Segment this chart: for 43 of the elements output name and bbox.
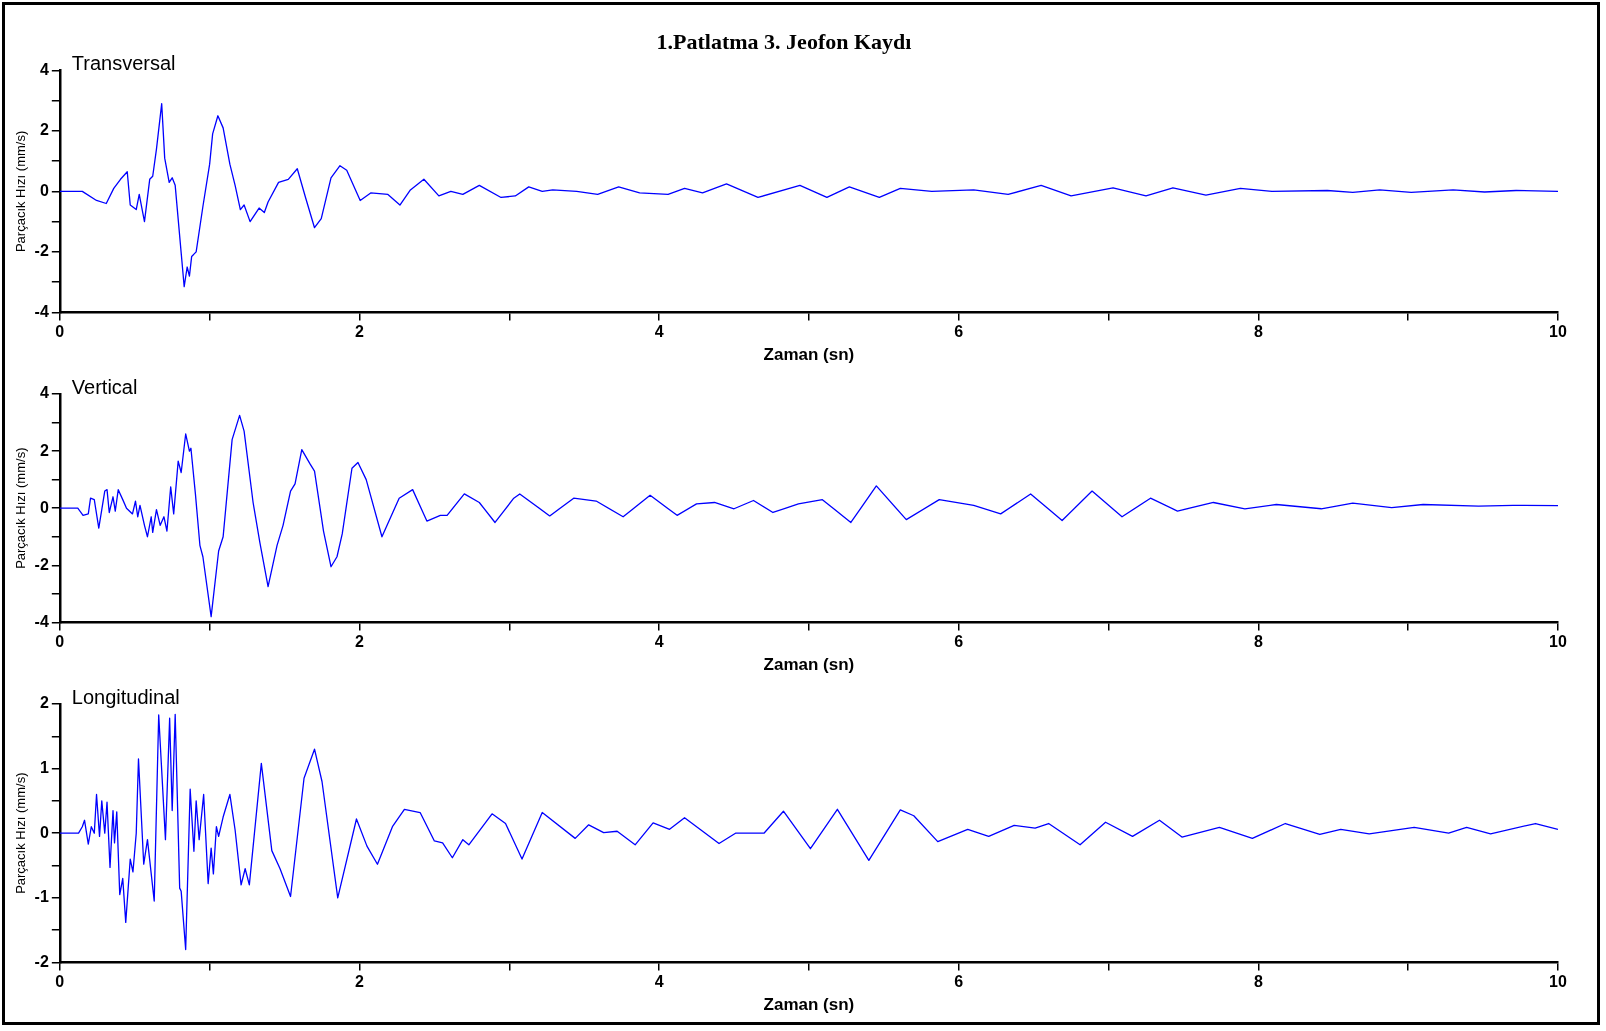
x-tick-label: 6 — [954, 633, 964, 651]
x-tick-label: 4 — [654, 633, 664, 651]
x-tick-label: 2 — [355, 973, 365, 991]
y-tick-label: 0 — [39, 823, 49, 841]
y-axis-title: Parçacık Hızı (mm/s) — [13, 772, 29, 894]
x-tick-label: 0 — [55, 633, 65, 651]
y-tick-label: 2 — [39, 121, 49, 139]
y-tick-label: 0 — [39, 498, 49, 516]
x-tick-label: 10 — [1549, 323, 1567, 341]
y-tick-label: -4 — [34, 302, 49, 320]
x-tick-label: 4 — [654, 323, 664, 341]
y-tick-label: 1 — [39, 759, 49, 777]
x-tick-label: 2 — [355, 323, 365, 341]
x-tick-label: 2 — [355, 633, 365, 651]
y-tick-label: 0 — [39, 181, 49, 199]
x-tick-label: 0 — [55, 323, 65, 341]
chart-subtitle: Longitudinal — [71, 685, 180, 708]
y-tick-label: -4 — [34, 612, 49, 630]
y-tick-label: 4 — [39, 60, 49, 78]
chart-subtitle: Vertical — [71, 375, 138, 398]
y-axis-title: Parçacık Hızı (mm/s) — [13, 447, 29, 569]
chart-subtitle: Transversal — [71, 51, 176, 74]
x-axis-title: Zaman (sn) — [763, 655, 855, 675]
y-tick-label: -1 — [34, 888, 49, 906]
x-tick-label: 10 — [1549, 633, 1567, 651]
chart-title: 1.Patlatma 3. Jeofon Kaydı — [656, 28, 912, 54]
y-tick-label: -2 — [34, 952, 49, 970]
x-tick-label: 8 — [1253, 323, 1263, 341]
y-tick-label: -2 — [34, 242, 49, 260]
y-tick-label: 2 — [39, 694, 49, 712]
x-tick-label: 0 — [55, 973, 65, 991]
y-axis-title: Parçacık Hızı (mm/s) — [13, 130, 29, 253]
x-tick-label: 8 — [1253, 973, 1263, 991]
x-axis-title: Zaman (sn) — [763, 995, 855, 1015]
y-tick-label: 4 — [39, 384, 49, 402]
x-tick-label: 6 — [954, 973, 964, 991]
x-tick-label: 10 — [1549, 973, 1567, 991]
x-tick-label: 6 — [954, 323, 964, 341]
x-axis-title: Zaman (sn) — [763, 345, 855, 365]
y-tick-label: -2 — [34, 555, 49, 573]
y-tick-label: 2 — [39, 441, 49, 459]
x-tick-label: 4 — [654, 973, 664, 991]
x-tick-label: 8 — [1253, 633, 1263, 651]
